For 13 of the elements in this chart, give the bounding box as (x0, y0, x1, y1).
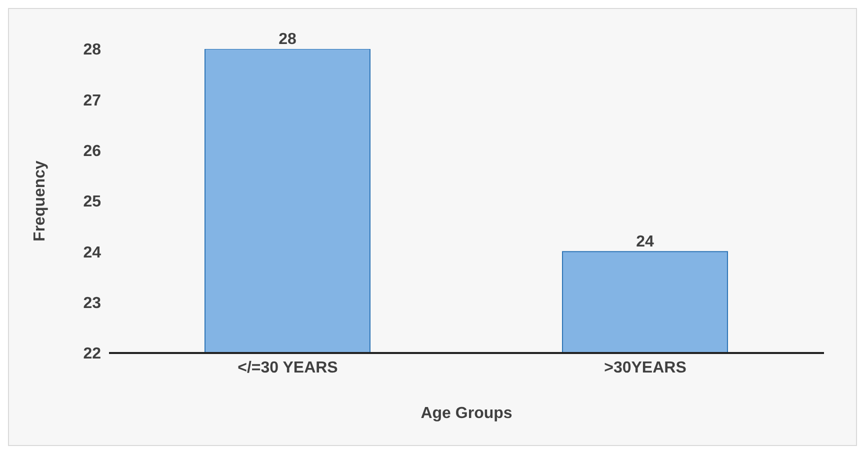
x-axis-title: Age Groups (420, 405, 512, 422)
y-tick-label: 27 (83, 92, 102, 110)
y-tick-label: 22 (83, 346, 102, 363)
y-tick-label: 26 (83, 143, 102, 160)
data-label: 28 (278, 31, 296, 48)
y-axis-title: Frequency (32, 160, 49, 242)
y-tick-label: 24 (83, 244, 102, 262)
x-tick-label: </=30 YEARS (238, 359, 338, 376)
y-tick-label: 28 (83, 42, 102, 59)
x-tick-label: >30YEARS (604, 359, 687, 376)
y-tick-label: 25 (83, 194, 102, 211)
data-label: 24 (636, 234, 654, 251)
y-tick-label: 23 (83, 295, 102, 312)
